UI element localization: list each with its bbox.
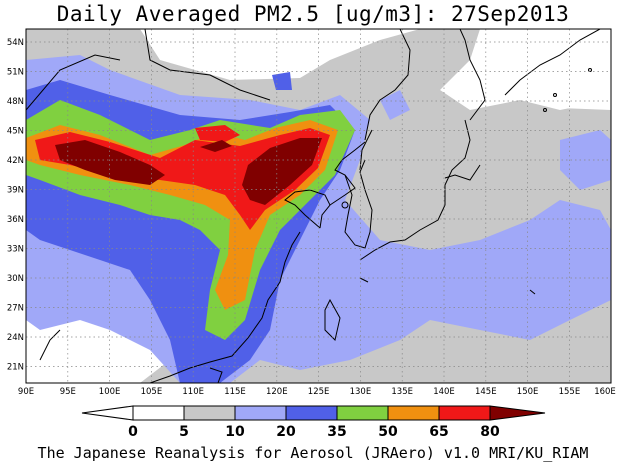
colorbar-high-arrow xyxy=(489,405,546,421)
colorbar-low-arrow xyxy=(81,405,134,421)
lat-axis: 54N 51N 48N 45N 42N 39N 36N 33N 30N 27N … xyxy=(7,38,24,373)
colorbar-label: 10 xyxy=(225,424,245,440)
colorbar-swatch xyxy=(234,405,287,421)
colorbar-label: 20 xyxy=(276,424,296,440)
footer-credit: The Japanese Reanalysis for Aerosol (JRA… xyxy=(37,444,589,462)
lat-label: 30N xyxy=(7,274,24,284)
colorbar-label: 0 xyxy=(128,424,138,440)
lon-label: 100E xyxy=(99,387,121,397)
lat-label: 27N xyxy=(7,304,24,314)
lon-label: 90E xyxy=(18,387,34,397)
colorbar-swatch xyxy=(438,405,491,421)
plot-frame xyxy=(25,28,612,384)
colorbar-swatch xyxy=(183,405,236,421)
lon-axis: 90E 95E 100E 105E 110E 115E 120E 125E 13… xyxy=(18,387,616,397)
lat-label: 39N xyxy=(7,186,24,196)
colorbar: 0 5 10 20 35 50 65 80 xyxy=(81,405,546,440)
lon-label: 95E xyxy=(60,387,76,397)
colorbar-swatch xyxy=(387,405,440,421)
map-title: Daily Averaged PM2.5 [ug/m3]: 27Sep2013 xyxy=(56,2,570,26)
colorbar-label: 5 xyxy=(179,424,189,440)
lat-label: 42N xyxy=(7,156,24,166)
lon-label: 115E xyxy=(224,387,246,397)
lat-label: 54N xyxy=(7,38,24,48)
lon-label: 120E xyxy=(266,387,288,397)
colorbar-swatch xyxy=(285,405,338,421)
lon-label: 130E xyxy=(350,387,372,397)
lon-label: 110E xyxy=(182,387,204,397)
lat-label: 24N xyxy=(7,333,24,343)
coastlines xyxy=(26,29,601,383)
lon-label: 160E xyxy=(594,387,616,397)
lat-label: 48N xyxy=(7,97,24,107)
colorbar-label: 80 xyxy=(480,424,500,440)
lat-label: 51N xyxy=(7,68,24,78)
colorbar-label: 50 xyxy=(378,424,398,440)
lon-label: 145E xyxy=(475,387,497,397)
colorbar-swatch xyxy=(132,405,185,421)
lon-label: 105E xyxy=(141,387,163,397)
colorbar-label: 35 xyxy=(327,424,346,440)
colorbar-swatch xyxy=(336,405,389,421)
lon-label: 140E xyxy=(433,387,455,397)
lat-label: 21N xyxy=(7,363,24,373)
lat-label: 45N xyxy=(7,127,24,137)
pm25-field xyxy=(26,29,611,383)
lat-label: 33N xyxy=(7,245,24,255)
gridlines xyxy=(26,29,611,383)
lat-label: 36N xyxy=(7,215,24,225)
lon-label: 155E xyxy=(559,387,581,397)
lon-label: 135E xyxy=(391,387,413,397)
lon-label: 125E xyxy=(308,387,330,397)
colorbar-label: 65 xyxy=(429,424,448,440)
lon-label: 150E xyxy=(517,387,539,397)
